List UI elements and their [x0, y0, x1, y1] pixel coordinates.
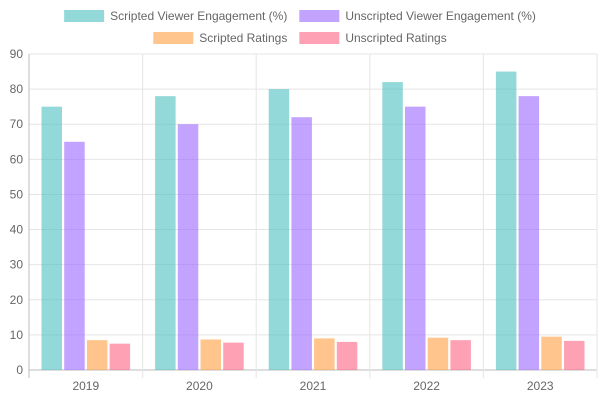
bar[interactable]	[41, 106, 63, 371]
bar[interactable]	[405, 106, 426, 371]
bar[interactable]	[109, 343, 131, 370]
y-tick-label: 80	[10, 82, 24, 96]
legend-swatch	[64, 10, 105, 22]
bar[interactable]	[314, 338, 335, 370]
y-tick-label: 70	[10, 117, 24, 131]
y-tick-label: 0	[16, 363, 23, 377]
y-tick-label: 50	[10, 187, 24, 201]
legend-item[interactable]: Unscripted Viewer Engagement (%)	[299, 9, 536, 23]
bar[interactable]	[450, 340, 471, 370]
x-tick-label: 2019	[72, 379, 99, 393]
y-tick-label: 60	[10, 152, 24, 166]
y-tick-label: 40	[10, 223, 24, 237]
legend-swatch	[153, 32, 194, 44]
legend-label: Unscripted Viewer Engagement (%)	[345, 9, 536, 23]
bar[interactable]	[200, 339, 222, 370]
bar[interactable]	[86, 340, 108, 370]
legend: Scripted Viewer Engagement (%) Unscripted…	[64, 9, 536, 45]
legend-item[interactable]: Unscripted Ratings	[299, 31, 447, 45]
legend-label: Scripted Viewer Engagement (%)	[110, 9, 287, 23]
y-tick-label: 30	[10, 258, 24, 272]
bar[interactable]	[155, 96, 176, 370]
axes: 0 10 20 30 40 50 60 70 80 90 2019 2020 2021 2022 2023	[10, 47, 554, 393]
legend-item[interactable]: Scripted Viewer Engagement (%)	[64, 9, 287, 23]
bar[interactable]	[223, 342, 244, 370]
y-tick-label: 90	[10, 47, 24, 61]
bar[interactable]	[268, 89, 290, 370]
bar[interactable]	[541, 336, 562, 370]
bar[interactable]	[291, 117, 312, 370]
legend-label: Unscripted Ratings	[345, 31, 446, 45]
x-tick-label: 2023	[527, 379, 554, 393]
x-tick-label: 2021	[300, 379, 327, 393]
bars	[41, 71, 585, 371]
legend-swatch	[299, 32, 340, 44]
legend-swatch	[299, 10, 340, 22]
bar[interactable]	[427, 337, 449, 370]
y-tick-label: 10	[10, 328, 24, 342]
bar[interactable]	[382, 82, 403, 370]
bar[interactable]	[518, 96, 540, 370]
legend-item[interactable]: Scripted Ratings	[153, 31, 287, 45]
legend-label: Scripted Ratings	[199, 31, 287, 45]
x-tick-label: 2022	[413, 379, 440, 393]
bar[interactable]	[495, 71, 517, 371]
bar[interactable]	[336, 341, 358, 370]
grid	[28, 53, 598, 378]
bar[interactable]	[564, 340, 585, 370]
x-tick-label: 2020	[186, 379, 213, 393]
y-tick-label: 20	[10, 293, 24, 307]
bar[interactable]	[177, 124, 199, 370]
bar[interactable]	[64, 141, 85, 370]
